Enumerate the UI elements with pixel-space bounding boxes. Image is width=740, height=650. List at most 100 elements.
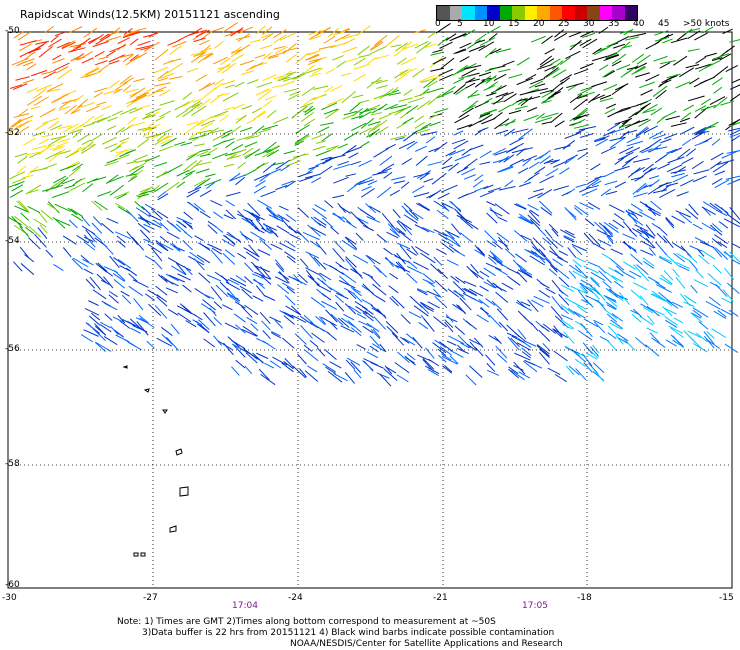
wind-barb — [434, 339, 447, 349]
wind-barb — [16, 165, 27, 174]
wind-barb — [129, 54, 139, 62]
wind-barb — [356, 313, 367, 320]
wind-barb — [244, 141, 258, 148]
wind-barb — [700, 249, 716, 260]
wind-barb — [247, 202, 261, 217]
wind-barb — [633, 308, 642, 318]
wind-barb — [239, 126, 253, 133]
wind-barb — [609, 137, 625, 149]
wind-barb — [165, 181, 180, 192]
wind-barb — [17, 155, 28, 164]
wind-barb — [342, 113, 356, 120]
wind-barb — [636, 184, 648, 193]
wind-barb — [123, 27, 133, 35]
wind-barb — [527, 299, 539, 313]
wind-barb — [400, 67, 417, 77]
wind-barb — [24, 254, 35, 263]
wind-barb — [531, 299, 544, 308]
wind-barb — [366, 351, 379, 359]
wind-barb — [326, 145, 338, 150]
wind-barb — [122, 54, 133, 63]
wind-barb — [336, 60, 346, 68]
wind-barb — [713, 310, 727, 319]
wind-barb — [139, 186, 154, 193]
wind-barb — [508, 368, 519, 379]
wind-barb — [540, 325, 550, 333]
wind-barb — [364, 310, 374, 319]
wind-barb — [17, 125, 30, 135]
wind-barb — [125, 173, 138, 177]
wind-barb — [701, 98, 711, 106]
wind-barb — [428, 147, 440, 153]
wind-barb — [37, 227, 48, 240]
wind-barb — [318, 45, 336, 50]
wind-barb — [284, 295, 296, 306]
wind-barb — [666, 164, 683, 173]
wind-barb — [33, 96, 50, 107]
wind-barb — [659, 277, 672, 286]
wind-barb — [62, 247, 72, 258]
wind-barb — [621, 45, 633, 49]
wind-barb — [226, 125, 242, 138]
wind-barb — [602, 281, 612, 289]
wind-barb — [385, 143, 396, 150]
wind-barb — [250, 39, 261, 44]
wind-barb — [100, 321, 111, 329]
wind-barb — [702, 201, 717, 210]
wind-barb — [516, 263, 527, 272]
wind-barb — [575, 183, 587, 188]
wind-barb — [454, 114, 470, 124]
wind-barb — [335, 301, 345, 312]
wind-barb — [376, 266, 388, 278]
wind-barb — [54, 176, 69, 189]
wind-barb — [97, 190, 112, 197]
wind-barb — [213, 211, 224, 219]
wind-barb — [56, 141, 69, 147]
wind-barb — [534, 166, 546, 175]
wind-barb — [230, 27, 244, 37]
wind-barb — [563, 235, 575, 241]
wind-barb — [278, 205, 289, 211]
wind-barb — [235, 176, 246, 186]
wind-barb — [474, 174, 484, 182]
wind-barb — [442, 365, 452, 374]
wind-barb — [186, 121, 199, 126]
wind-barb — [590, 277, 600, 288]
wind-barb — [210, 27, 224, 33]
wind-barb — [670, 147, 683, 154]
wind-barb — [385, 35, 400, 47]
wind-barb — [92, 289, 107, 300]
wind-barb — [128, 175, 138, 183]
wind-barb — [685, 63, 700, 69]
wind-barb — [372, 171, 388, 176]
wind-barb — [518, 371, 531, 379]
wind-barb — [558, 276, 570, 288]
wind-barb — [406, 248, 417, 256]
wind-barb — [698, 321, 709, 330]
wind-barb — [454, 249, 466, 257]
wind-barb — [58, 125, 73, 130]
wind-barb — [294, 133, 309, 144]
wind-barb — [68, 166, 81, 177]
wind-barb — [617, 337, 628, 344]
wind-barb — [325, 67, 336, 75]
wind-barb — [139, 189, 156, 195]
wind-barb — [394, 107, 409, 116]
wind-barb — [553, 328, 568, 339]
wind-barb — [524, 248, 539, 258]
wind-barb — [658, 291, 673, 304]
wind-barb — [528, 161, 540, 169]
wind-barb — [368, 128, 380, 138]
map-title: Rapidscat Winds(12.5KM) 20151121 ascendi… — [20, 8, 280, 21]
wind-barb — [722, 289, 734, 302]
wind-barb — [604, 309, 618, 320]
wind-barb — [572, 118, 586, 126]
wind-barb — [30, 106, 41, 110]
wind-barb — [729, 39, 740, 43]
wind-barb — [630, 253, 643, 265]
wind-barb — [516, 77, 534, 86]
wind-barb — [731, 135, 740, 142]
wind-barb — [582, 38, 598, 49]
wind-barb — [390, 135, 407, 141]
wind-barb — [332, 194, 345, 199]
